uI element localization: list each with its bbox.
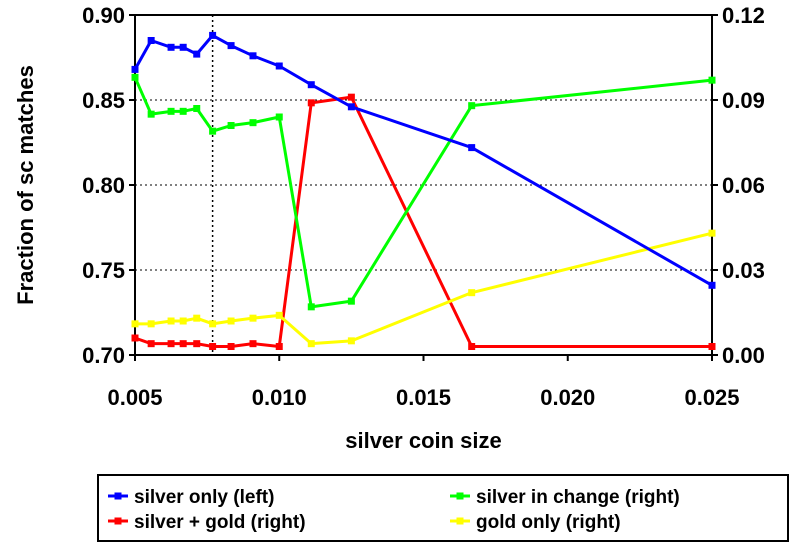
y-right-tick-label: 0.12 bbox=[722, 3, 765, 28]
y-right-tick-label: 0.06 bbox=[722, 173, 765, 198]
data-point bbox=[708, 229, 716, 237]
data-point bbox=[167, 107, 175, 115]
data-point bbox=[227, 122, 235, 129]
data-point bbox=[147, 320, 155, 328]
data-point bbox=[227, 42, 235, 50]
y-right-tick-label: 0.03 bbox=[722, 258, 765, 283]
data-point bbox=[193, 50, 201, 58]
data-point bbox=[468, 289, 476, 297]
data-point bbox=[131, 65, 139, 73]
y-left-tick-label: 0.70 bbox=[82, 343, 125, 368]
legend-label: silver + gold (right) bbox=[134, 512, 306, 533]
data-point bbox=[249, 340, 257, 348]
data-point bbox=[249, 314, 257, 322]
data-point bbox=[209, 31, 217, 39]
data-point bbox=[147, 110, 155, 118]
data-point bbox=[131, 320, 139, 328]
series-gold-only-right bbox=[131, 229, 716, 348]
y-left-tick-label: 0.90 bbox=[82, 3, 125, 28]
data-point bbox=[708, 76, 716, 84]
data-point bbox=[275, 343, 283, 350]
data-point bbox=[147, 37, 155, 44]
data-point bbox=[179, 317, 187, 325]
data-point bbox=[468, 102, 476, 110]
y-right-tick-label: 0.09 bbox=[722, 88, 765, 113]
data-point bbox=[249, 119, 257, 127]
x-tick-label: 0.020 bbox=[540, 385, 595, 410]
x-tick-label: 0.025 bbox=[684, 385, 739, 410]
axes: 0.005 0.010 0.015 0.020 0.025 0.70 0.75 0.80 0.8… bbox=[82, 3, 765, 410]
legend-box bbox=[97, 474, 789, 542]
data-point bbox=[275, 113, 283, 121]
data-point bbox=[307, 303, 315, 311]
series-line bbox=[133, 76, 713, 309]
y-left-tick-label: 0.75 bbox=[82, 258, 125, 283]
data-point bbox=[209, 343, 217, 350]
data-point bbox=[179, 340, 187, 348]
legend-swatch-marker bbox=[114, 492, 122, 500]
legend-swatch-marker bbox=[114, 517, 122, 525]
data-point bbox=[209, 320, 217, 328]
y-left-tick-label: 0.85 bbox=[82, 88, 125, 113]
legend-entry: silver in change (right) bbox=[450, 487, 680, 508]
data-point bbox=[179, 43, 187, 51]
data-point bbox=[167, 317, 175, 325]
data-point bbox=[347, 337, 355, 345]
data-point bbox=[275, 62, 283, 70]
legend-label: silver only (left) bbox=[134, 487, 274, 508]
data-point bbox=[307, 81, 315, 89]
grid bbox=[135, 99, 712, 271]
data-point bbox=[131, 334, 139, 342]
data-point bbox=[167, 340, 175, 348]
y-axis-left-label: Fraction of sc matches bbox=[13, 65, 38, 305]
legend: silver only (left) silver in change (righ… bbox=[97, 474, 789, 542]
data-point bbox=[468, 343, 476, 350]
legend-entry: silver + gold (right) bbox=[108, 512, 306, 533]
data-point bbox=[708, 343, 716, 350]
data-point bbox=[307, 340, 315, 348]
data-point bbox=[347, 297, 355, 305]
data-point bbox=[708, 281, 716, 289]
data-point bbox=[193, 314, 201, 322]
series-silver-in-change-right bbox=[131, 73, 716, 311]
x-tick-label: 0.005 bbox=[107, 385, 162, 410]
data-point bbox=[147, 340, 155, 348]
legend-swatch-marker bbox=[456, 517, 464, 525]
data-point bbox=[307, 99, 315, 107]
data-point bbox=[193, 340, 201, 348]
data-point bbox=[275, 311, 283, 319]
x-axis-label: silver coin size bbox=[345, 428, 502, 453]
data-point bbox=[209, 127, 217, 135]
x-tick-label: 0.015 bbox=[396, 385, 451, 410]
data-point bbox=[131, 73, 139, 81]
legend-label: gold only (right) bbox=[476, 512, 621, 533]
series-silver-only-left bbox=[131, 31, 716, 289]
series-line bbox=[134, 95, 712, 348]
series-layer bbox=[131, 31, 716, 350]
legend-entry: gold only (right) bbox=[450, 512, 621, 533]
data-point bbox=[468, 144, 476, 152]
y-left-tick-label: 0.80 bbox=[82, 173, 125, 198]
legend-label: silver in change (right) bbox=[476, 487, 680, 508]
x-tick-label: 0.010 bbox=[252, 385, 307, 410]
legend-entry: silver only (left) bbox=[108, 487, 274, 508]
data-point bbox=[249, 52, 257, 60]
data-point bbox=[167, 43, 175, 51]
data-point bbox=[227, 317, 235, 325]
data-point bbox=[227, 343, 235, 350]
data-point bbox=[179, 107, 187, 115]
y-right-tick-label: 0.00 bbox=[722, 343, 765, 368]
data-point bbox=[347, 93, 355, 101]
series-silver-gold-right bbox=[131, 93, 716, 350]
data-point bbox=[193, 105, 201, 112]
legend-swatch-marker bbox=[456, 492, 464, 500]
data-point bbox=[347, 103, 355, 111]
